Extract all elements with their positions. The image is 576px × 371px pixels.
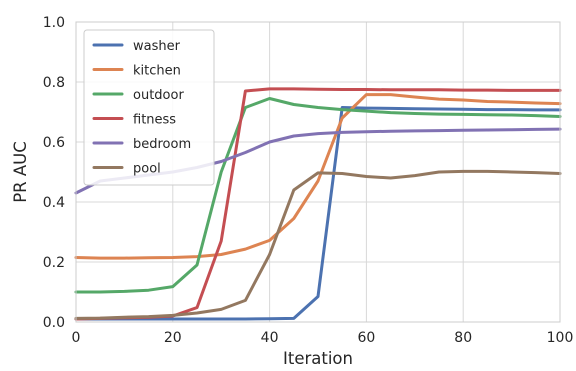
legend: washer kitchen outdoor fitness bedroom pool	[83, 29, 215, 186]
series-line-pool	[74, 169, 562, 320]
legend-label-bedroom: bedroom	[133, 137, 191, 152]
y-tick-label: 0.6	[43, 135, 65, 151]
y-tick-label: 0.2	[43, 255, 65, 271]
axis-frame	[75, 21, 561, 323]
tick-labels: 0 20 40 60 80 100 0.0 0.2 0.4 0.6 0.8 1.0	[43, 15, 574, 346]
legend-label-fitness: fitness	[133, 113, 176, 128]
series-line-washer	[74, 106, 562, 321]
x-tick-label: 40	[261, 330, 279, 346]
legend-label-outdoor: outdoor	[133, 88, 184, 103]
legend-label-kitchen: kitchen	[133, 64, 181, 79]
x-axis-label: Iteration	[283, 349, 353, 368]
axes	[75, 21, 561, 323]
x-tick-label: 80	[454, 330, 472, 346]
series-line-outdoor	[74, 97, 562, 294]
y-tick-label: 0.4	[43, 195, 65, 211]
y-axis-label: PR AUC	[11, 141, 30, 203]
x-tick-label: 100	[547, 330, 574, 346]
y-tick-label: 0.0	[43, 315, 65, 331]
x-tick-label: 0	[72, 330, 81, 346]
x-tick-label: 60	[357, 330, 375, 346]
legend-label-pool: pool	[133, 162, 161, 177]
y-tick-label: 0.8	[43, 75, 65, 91]
y-tick-label: 1.0	[43, 15, 65, 31]
legend-label-washer: washer	[133, 39, 181, 54]
x-tick-label: 20	[164, 330, 182, 346]
series-lines	[74, 87, 562, 321]
series-line-kitchen	[74, 93, 562, 260]
